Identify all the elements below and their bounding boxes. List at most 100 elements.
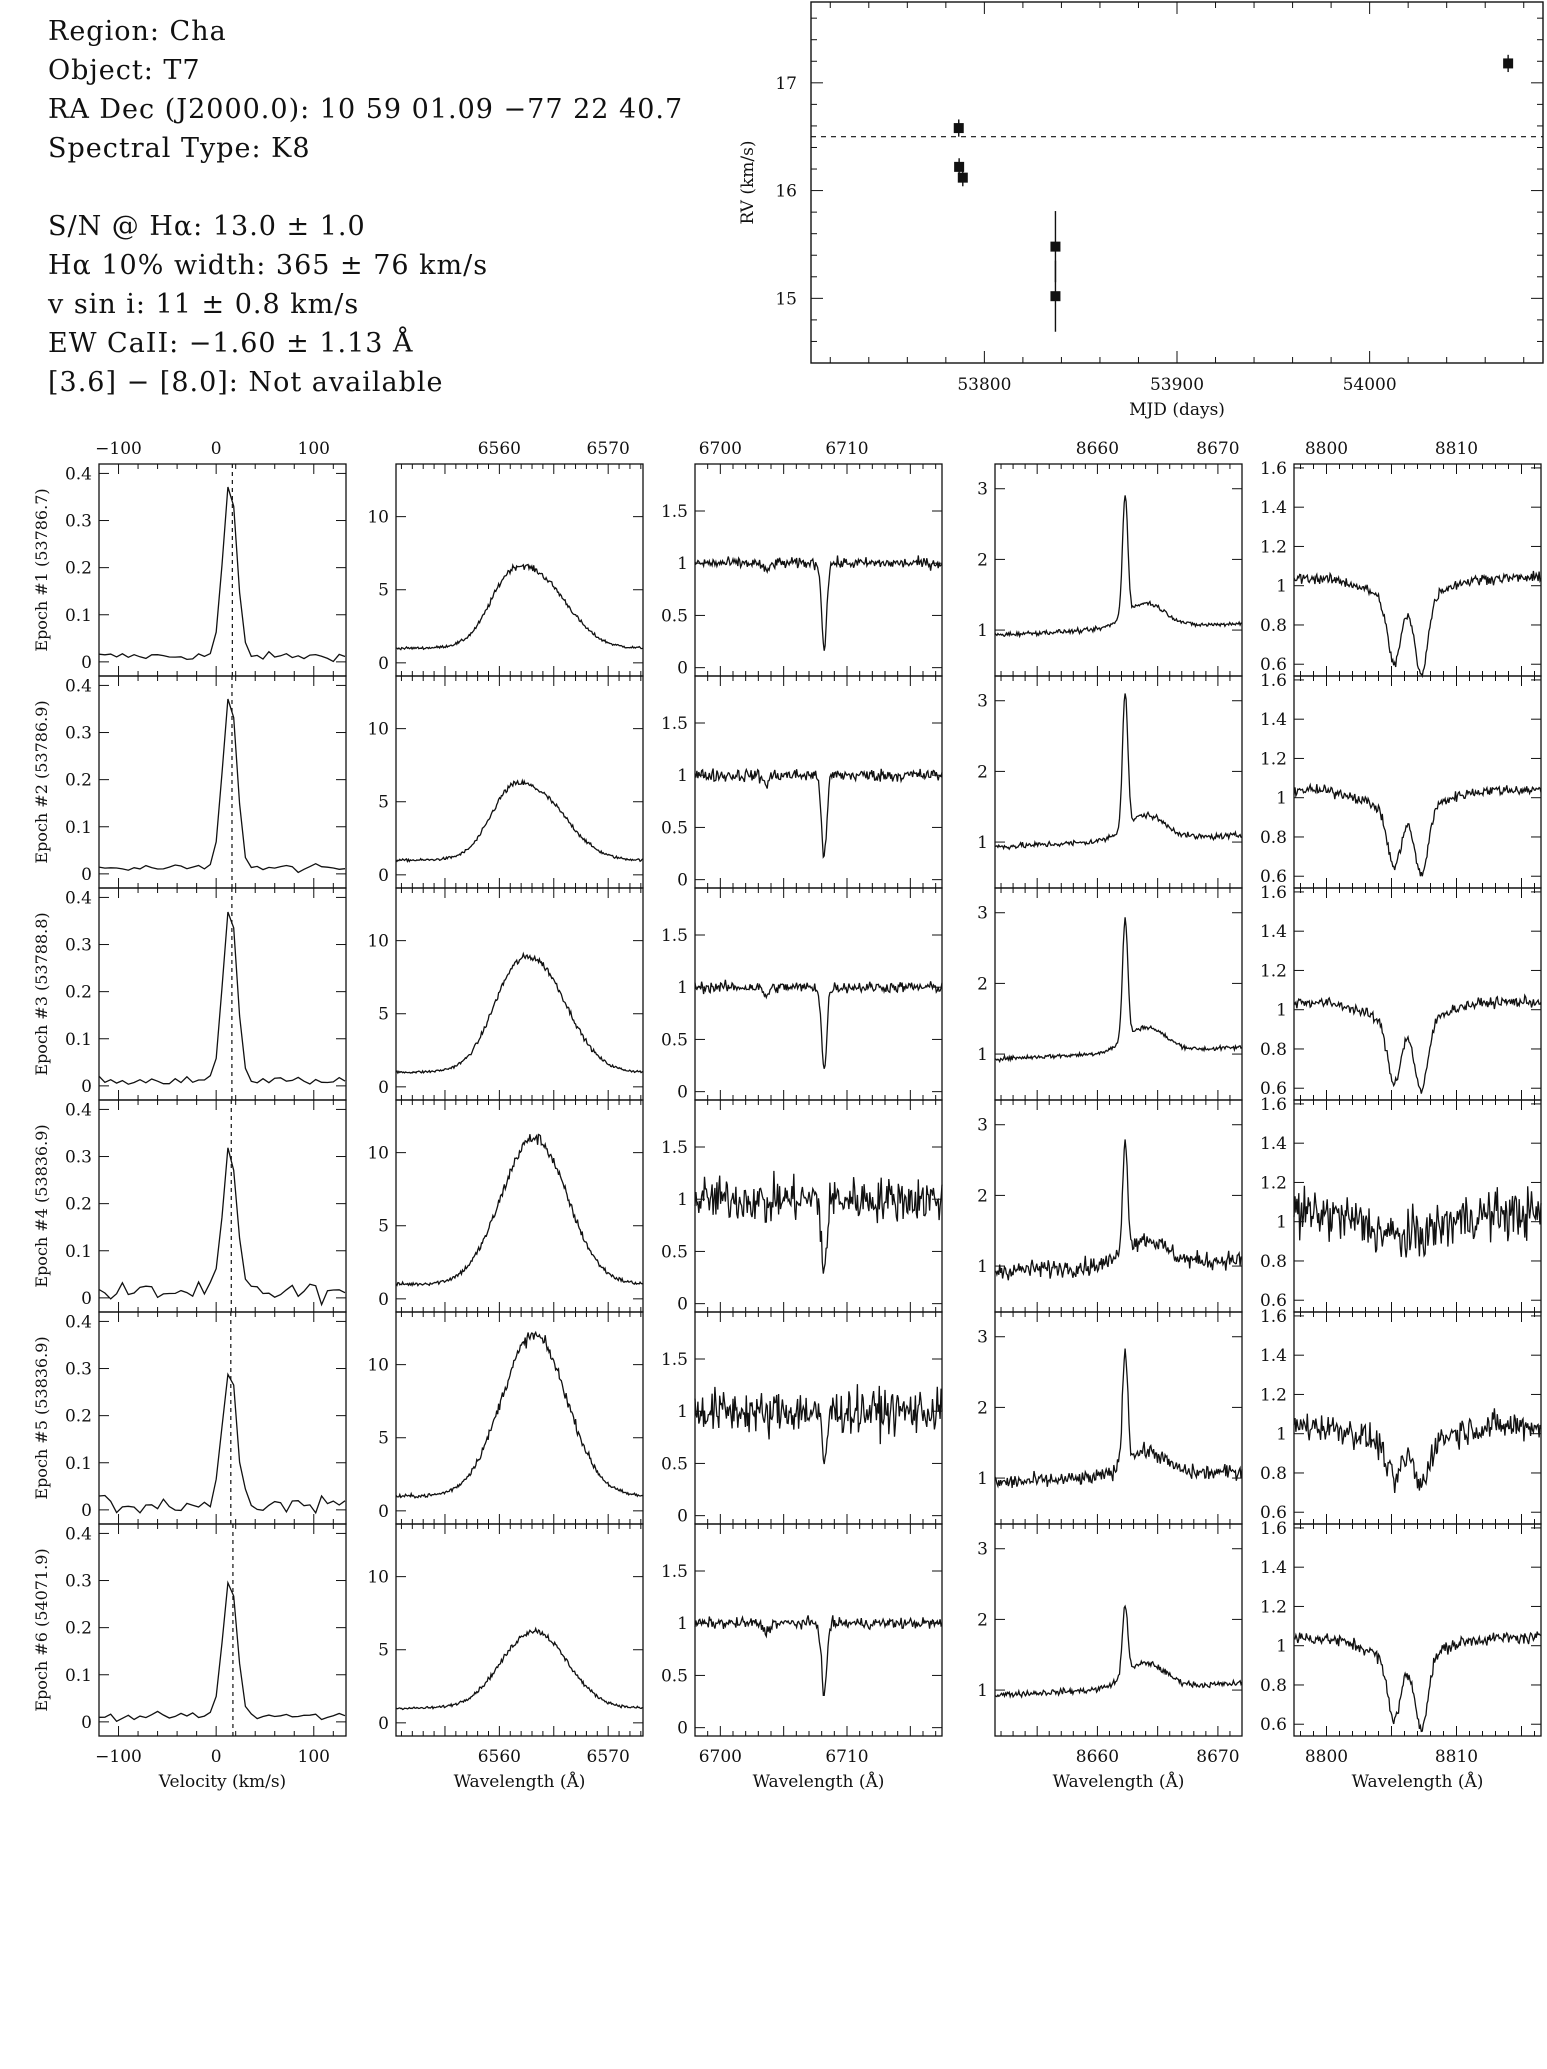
spectrum-y-tick-label: 0 <box>378 1714 389 1734</box>
spectral-type-label: Spectral Type: K8 <box>48 133 311 164</box>
spectrum-top-tick-label: 6560 <box>478 439 521 459</box>
spectrum-y-tick-label: 0 <box>378 1502 389 1522</box>
spectrum-y-tick-label: 1 <box>677 1614 688 1634</box>
spectrum-y-tick-label: 0.1 <box>65 1242 92 1262</box>
spectrum-y-tick-label: 0.5 <box>661 1030 688 1050</box>
spectrum-x-axis-label: Wavelength (Å) <box>753 1771 885 1792</box>
spectrum-y-tick-label: 0.1 <box>65 818 92 838</box>
spectrum-y-tick-label: 1.4 <box>1260 1346 1287 1366</box>
spectrum-y-tick-label: 0.5 <box>661 1454 688 1474</box>
spectrum-bottom-tick-label: 100 <box>298 1747 330 1767</box>
spectrum-y-tick-label: 0.4 <box>65 1312 92 1332</box>
spectrum-y-tick-label: 1.6 <box>1260 1519 1287 1539</box>
spectrum-line <box>694 555 943 651</box>
rv-y-tick-label: 15 <box>775 289 797 309</box>
epoch-label: Epoch #1 (53786.7) <box>32 488 51 651</box>
spectrum-y-tick-label: 0.8 <box>1260 1252 1287 1272</box>
spectrum-panel-frame <box>395 1311 644 1525</box>
spectrum-y-tick-label: 0 <box>81 1289 92 1309</box>
spectrum-y-tick-label: 3 <box>977 904 988 924</box>
spectrum-bottom-tick-label: 0 <box>211 1747 222 1767</box>
spectrum-bottom-tick-label: 6560 <box>478 1747 521 1767</box>
rv-point <box>1503 58 1514 69</box>
spectrum-bottom-tick-label: −100 <box>95 1747 142 1767</box>
spectrum-line <box>994 917 1243 1064</box>
object-info: Region: Cha Object: T7 RA Dec (J2000.0):… <box>48 12 683 402</box>
spectrum-line <box>995 1139 1243 1281</box>
spectrum-y-tick-label: 0.4 <box>65 1524 92 1544</box>
spectrum-x-axis-label: Wavelength (Å) <box>454 1771 586 1792</box>
spectrum-y-tick-label: 5 <box>378 1217 389 1237</box>
spectrum-panel-frame <box>98 675 347 889</box>
spectrum-top-tick-label: 8660 <box>1076 439 1119 459</box>
spectrum-y-tick-label: 0.1 <box>65 1666 92 1686</box>
spectrum-y-tick-label: 0.8 <box>1260 1464 1287 1484</box>
spectrum-y-tick-label: 0.2 <box>65 559 92 579</box>
spectrum-y-tick-label: 0.3 <box>65 724 92 744</box>
spectrum-y-tick-label: 1.2 <box>1260 749 1287 769</box>
spectrum-y-tick-label: 0.5 <box>661 818 688 838</box>
rv-plot-frame <box>810 1 1544 364</box>
spectrum-x-axis-label: Wavelength (Å) <box>1053 1771 1185 1792</box>
spectrum-y-tick-label: 0.6 <box>1260 1715 1287 1735</box>
spectrum-y-tick-label: 0.3 <box>65 512 92 532</box>
spectrum-line <box>98 911 346 1085</box>
spectrum-line <box>98 486 346 663</box>
spectrum-y-tick-label: 1 <box>677 1402 688 1422</box>
rv-y-tick-label: 16 <box>775 182 797 202</box>
rv-point <box>954 161 965 172</box>
spectrum-panel-frame <box>395 887 644 1101</box>
spectrum-x-axis-label: Wavelength (Å) <box>1352 1771 1484 1792</box>
spectrum-y-tick-label: 1.6 <box>1260 883 1287 903</box>
spectrum-y-tick-label: 0 <box>677 1295 688 1315</box>
spectrum-line <box>694 767 943 859</box>
spectrum-y-tick-label: 10 <box>367 1144 389 1164</box>
region-label: Region: Cha <box>48 16 227 47</box>
spectrum-line <box>1293 1185 1542 1258</box>
spectrum-line <box>395 1626 644 1711</box>
rv-x-tick-label: 54000 <box>1343 375 1397 395</box>
spectrum-y-tick-label: 10 <box>367 932 389 952</box>
spectrum-y-tick-label: 0 <box>81 1713 92 1733</box>
vsini-label: v sin i: 11 ± 0.8 km/s <box>48 289 360 320</box>
spectrum-y-tick-label: 1 <box>677 766 688 786</box>
rv-point <box>953 123 964 134</box>
spectrum-y-tick-label: 0.2 <box>65 771 92 791</box>
spectrum-panel-frame <box>395 463 644 677</box>
spectrum-y-tick-label: 3 <box>977 1328 988 1348</box>
spectrum-line <box>694 1170 943 1274</box>
spectrum-y-tick-label: 1.2 <box>1260 1385 1287 1405</box>
spectrum-y-tick-label: 0 <box>378 1290 389 1310</box>
spectrum-panel-frame <box>98 463 347 677</box>
spectrum-bottom-tick-label: 8810 <box>1435 1747 1478 1767</box>
spectrum-top-tick-label: 6700 <box>699 439 742 459</box>
spectrum-bottom-tick-label: 8660 <box>1076 1747 1119 1767</box>
irac-color-label: [3.6] − [8.0]: Not available <box>48 367 444 398</box>
spectrum-line <box>395 563 644 651</box>
spectrum-y-tick-label: 0.6 <box>1260 867 1287 887</box>
spectrum-line <box>1293 782 1542 877</box>
spectrum-y-tick-label: 1 <box>977 621 988 641</box>
spectrum-y-tick-label: 1.5 <box>661 1562 688 1582</box>
spectrum-y-tick-label: 5 <box>378 1641 389 1661</box>
spectrum-y-tick-label: 3 <box>977 480 988 500</box>
spectrum-y-tick-label: 0 <box>81 653 92 673</box>
spectrum-panel-frame <box>1293 1099 1542 1313</box>
spectrum-y-tick-label: 10 <box>367 1568 389 1588</box>
spectrum-y-tick-label: 1 <box>977 1469 988 1489</box>
spectrum-y-tick-label: 0.1 <box>65 1030 92 1050</box>
spectrum-panel-frame <box>1293 887 1542 1101</box>
spectrum-bottom-tick-label: 8670 <box>1196 1747 1239 1767</box>
spectrum-bottom-tick-label: 6710 <box>825 1747 868 1767</box>
spectrum-y-tick-label: 0 <box>378 1078 389 1098</box>
spectrum-line <box>994 1348 1243 1489</box>
spectrum-top-tick-label: −100 <box>95 439 142 459</box>
spectrum-y-tick-label: 1.6 <box>1260 671 1287 691</box>
spectrum-y-tick-label: 1 <box>1276 1425 1287 1445</box>
spectrum-y-tick-label: 0.6 <box>1260 1291 1287 1311</box>
spectrum-y-tick-label: 5 <box>378 581 389 601</box>
rv-y-axis-label: RV (km/s) <box>738 140 758 224</box>
epoch-label: Epoch #5 (53836.9) <box>32 1336 51 1499</box>
spectrum-y-tick-label: 1.5 <box>661 714 688 734</box>
spectrum-y-tick-label: 0.8 <box>1260 616 1287 636</box>
